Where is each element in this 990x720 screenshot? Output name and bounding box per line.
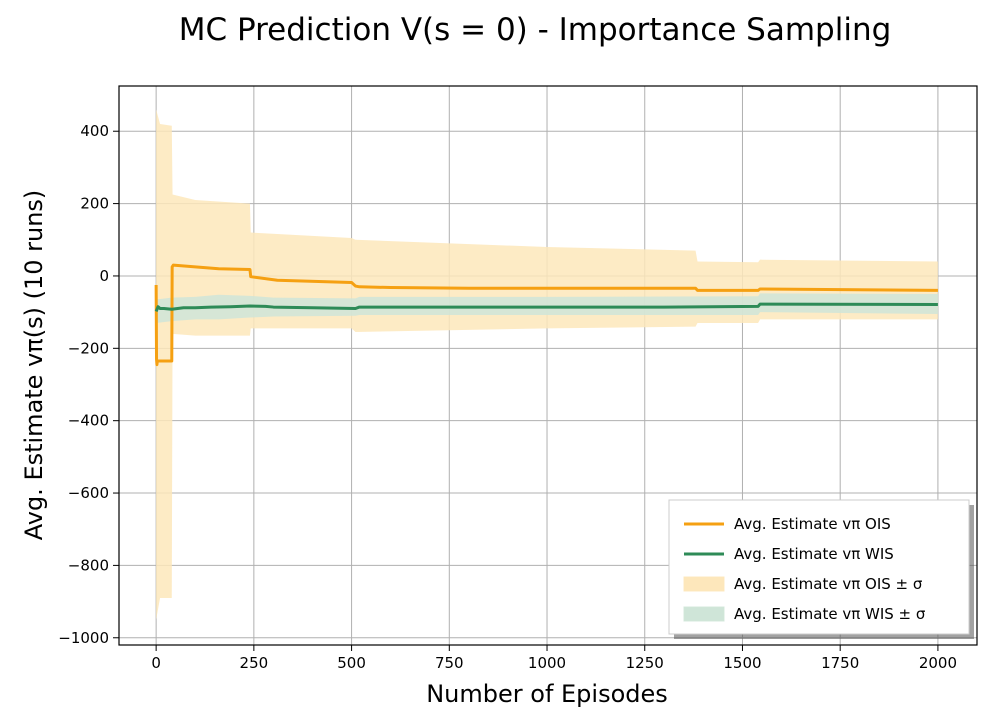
y-tick-label: 0: [99, 267, 109, 285]
x-axis-label: Number of Episodes: [426, 680, 668, 708]
legend-entry-label: Avg. Estimate vπ OIS: [734, 515, 891, 533]
legend: Avg. Estimate vπ OIS Avg. Estimate vπ WIS…: [668, 499, 974, 639]
axes-frame: [118, 85, 978, 646]
x-tick-label: 1250: [626, 654, 664, 672]
y-tick-label: 200: [80, 195, 109, 213]
x-tick-label: 250: [240, 654, 269, 672]
x-tick-label: 2000: [919, 654, 957, 672]
series-line-f5a012: [154, 263, 938, 367]
x-tick-label: 500: [337, 654, 366, 672]
series-line-2e8b57: [154, 302, 938, 312]
legend-entry-label: Avg. Estimate vπ WIS ± σ: [734, 605, 926, 623]
chart-title: MC Prediction V(s = 0) - Importance Samp…: [179, 12, 892, 48]
x-tick-label: 1000: [528, 654, 566, 672]
legend-swatch-band: [683, 606, 725, 622]
x-tick-label: 0: [151, 654, 161, 672]
y-tick-label: −600: [68, 484, 109, 502]
y-tick-label: −800: [68, 556, 109, 574]
y-tick-label: −400: [68, 412, 109, 430]
plot-area: 0 250 500 750 1000 1250 1500 1750 2000−1000−800−…: [58, 85, 978, 672]
y-axis-label: Avg. Estimate vπ(s) (10 runs): [20, 190, 48, 541]
legend-entry-label: Avg. Estimate vπ WIS: [734, 545, 894, 563]
legend-swatch-band: [683, 576, 725, 592]
legend-entry-label: Avg. Estimate vπ OIS ± σ: [734, 575, 923, 593]
x-tick-label: 750: [435, 654, 464, 672]
y-tick-label: −1000: [58, 629, 109, 647]
y-tick-label: −200: [68, 339, 109, 357]
x-tick-label: 1500: [723, 654, 761, 672]
y-tick-label: 400: [80, 122, 109, 140]
x-tick-label: 1750: [821, 654, 859, 672]
